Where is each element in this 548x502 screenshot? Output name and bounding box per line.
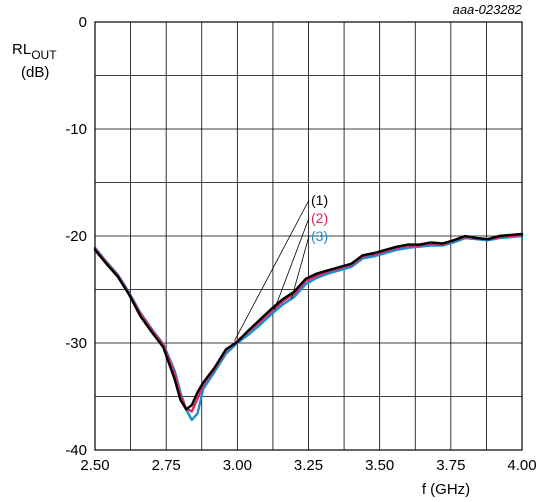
- y-label-main: RL: [12, 41, 31, 58]
- grid: [95, 22, 522, 450]
- figure-id: aaa-023282: [453, 2, 523, 17]
- y-tick-label: -40: [65, 442, 87, 459]
- legend-label: (3): [311, 228, 328, 244]
- y-tick-label: -10: [65, 121, 87, 138]
- y-tick-label: -20: [65, 228, 87, 245]
- y-label-unit: (dB): [21, 64, 49, 81]
- legend-leader-line: [273, 217, 310, 310]
- legend-leader-line: [291, 235, 310, 300]
- svg-text:RLOUT: RLOUT: [12, 41, 57, 62]
- legend-label: (1): [311, 192, 328, 208]
- legend-leader-line: [234, 199, 310, 342]
- x-ticks: 2.50 2.75 3.00 3.25 3.50 3.75 4.00: [80, 457, 536, 474]
- series-lines: [93, 232, 524, 422]
- y-ticks: 0 -10 -20 -30 -40: [65, 14, 87, 459]
- y-label-sub: OUT: [31, 48, 57, 62]
- y-tick-label: 0: [79, 14, 87, 31]
- plot-frame: [94, 21, 523, 451]
- x-tick-label: 3.50: [365, 457, 394, 474]
- series-line: [93, 232, 524, 411]
- y-axis-label: RLOUT (dB): [12, 41, 57, 81]
- legend-label: (2): [311, 210, 328, 226]
- x-tick-label: 3.00: [223, 457, 252, 474]
- x-tick-label: 4.00: [507, 457, 536, 474]
- x-tick-label: 3.25: [294, 457, 323, 474]
- x-axis-label: f (GHz): [422, 481, 470, 498]
- x-tick-label: 2.75: [152, 457, 181, 474]
- y-tick-label: -30: [65, 335, 87, 352]
- legend: (1) (2) (3): [234, 192, 328, 342]
- x-tick-label: 3.75: [436, 457, 465, 474]
- x-tick-label: 2.50: [80, 457, 109, 474]
